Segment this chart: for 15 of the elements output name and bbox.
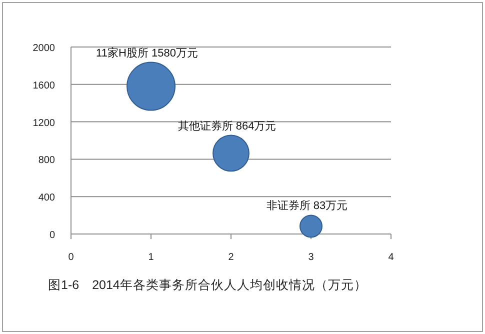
x-tick-label: 4 [388,252,394,263]
y-tick-label: 400 [38,192,56,204]
y-tick-label: 800 [38,155,56,166]
text: 图1-6 2014年各类事务所合伙人人均创收情况（万元） [48,278,367,292]
x-tick-label: 1 [148,252,154,263]
y-tick-label: 1200 [32,118,56,129]
x-tick-label: 3 [308,252,314,263]
y-tick-label: 0 [49,230,56,241]
data-label: 非证券所 83万元 [266,199,348,212]
x-tick-label: 2 [228,252,234,263]
data-label: 其他证券所 864万元 [178,119,276,132]
y-tick-label: 2000 [32,43,56,54]
y-tick-label: 1600 [32,80,56,92]
x-tick-label: 0 [68,252,74,263]
data-label: 11家H股所 1580万元 [96,46,198,60]
